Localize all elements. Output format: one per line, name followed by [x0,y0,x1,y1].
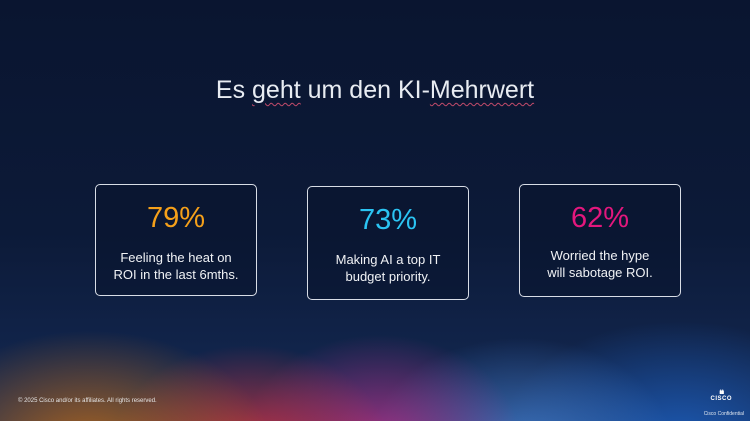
stat-card-1: 79% Feeling the heat on ROI in the last … [95,184,257,296]
stat-description: Feeling the heat on ROI in the last 6mth… [113,250,239,282]
stat-description: Worried the hype will sabotage ROI. [547,248,653,280]
title-text: geht [252,76,301,104]
logo-text: CISCO [710,396,732,402]
title-text: um den KI- [300,76,430,104]
cisco-logo: ılıılı CISCO [710,390,732,402]
title-text: Es [215,76,253,104]
copyright-text: © 2025 Cisco and/or its affiliates. All … [18,398,157,404]
stat-description: Making AI a top IT budget priority. [335,252,441,284]
title-text: Mehrwert [429,76,535,104]
stat-card-3: 62% Worried the hype will sabotage ROI. [519,184,681,297]
cisco-bars-icon: ılıılı [719,390,724,396]
stat-value: 79% [146,202,206,234]
confidential-label: Cisco Confidential [703,411,744,417]
stat-value: 62% [570,202,630,234]
stat-card-2: 73% Making AI a top IT budget priority. [307,186,469,300]
stat-value: 73% [358,204,418,236]
slide-title: Es geht um den KI-Mehrwert [0,76,750,105]
